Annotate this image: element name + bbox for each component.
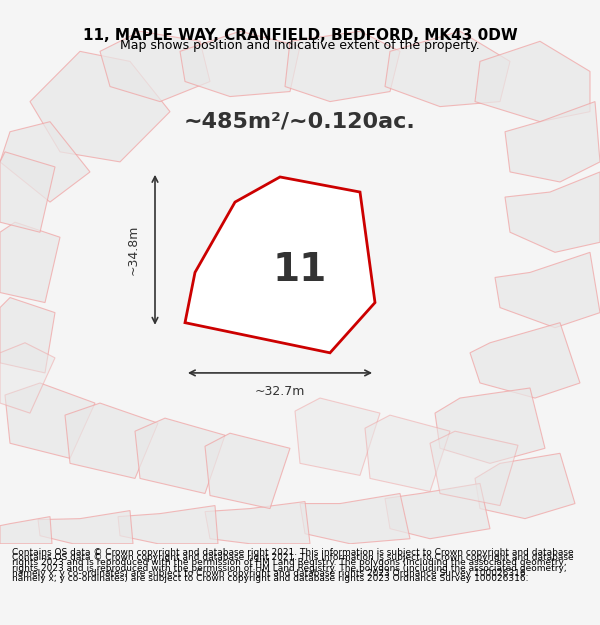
Text: Contains OS data © Crown copyright and database right 2021. This information is : Contains OS data © Crown copyright and d… <box>12 548 574 578</box>
Polygon shape <box>495 253 600 328</box>
Polygon shape <box>118 506 218 544</box>
Polygon shape <box>180 31 300 97</box>
Polygon shape <box>0 517 52 544</box>
Polygon shape <box>0 342 55 413</box>
Polygon shape <box>30 51 170 162</box>
Polygon shape <box>135 418 225 494</box>
Polygon shape <box>475 453 575 519</box>
Text: 11, MAPLE WAY, CRANFIELD, BEDFORD, MK43 0DW: 11, MAPLE WAY, CRANFIELD, BEDFORD, MK43 … <box>83 28 517 43</box>
Polygon shape <box>430 431 518 506</box>
Text: ~485m²/~0.120ac.: ~485m²/~0.120ac. <box>184 112 416 132</box>
Polygon shape <box>185 177 375 353</box>
Polygon shape <box>295 398 380 476</box>
Text: ~34.8m: ~34.8m <box>127 224 139 275</box>
Polygon shape <box>5 383 95 458</box>
Text: Contains OS data © Crown copyright and database right 2021. This information is : Contains OS data © Crown copyright and d… <box>12 553 574 583</box>
Polygon shape <box>300 494 410 544</box>
Polygon shape <box>0 222 60 302</box>
Polygon shape <box>285 31 400 102</box>
Polygon shape <box>475 41 590 122</box>
Polygon shape <box>0 298 55 373</box>
Polygon shape <box>385 484 490 539</box>
Polygon shape <box>470 322 580 398</box>
Polygon shape <box>65 403 158 478</box>
Text: ~32.7m: ~32.7m <box>255 384 305 398</box>
Polygon shape <box>505 172 600 252</box>
Polygon shape <box>38 511 133 544</box>
Text: 11: 11 <box>273 251 327 289</box>
Polygon shape <box>365 415 450 491</box>
Polygon shape <box>0 122 90 202</box>
Text: Map shows position and indicative extent of the property.: Map shows position and indicative extent… <box>120 39 480 52</box>
Polygon shape <box>205 501 310 544</box>
Polygon shape <box>505 102 600 182</box>
Polygon shape <box>385 31 510 107</box>
Polygon shape <box>100 31 210 102</box>
Polygon shape <box>435 388 545 463</box>
Polygon shape <box>205 433 290 509</box>
Polygon shape <box>0 152 55 232</box>
